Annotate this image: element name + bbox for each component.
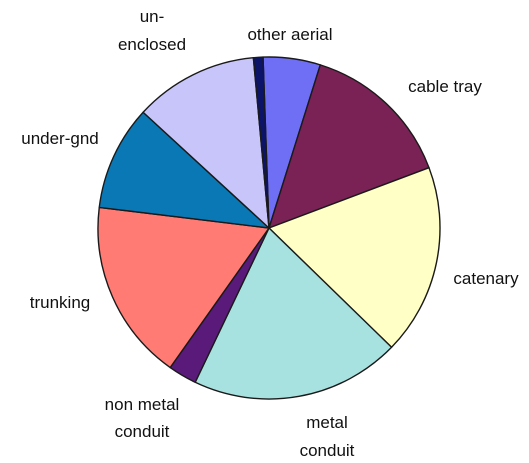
pie-slice-unlabeled (252, 56, 270, 229)
slice-label-trunking: trunking (30, 293, 90, 312)
slice-label-other-aerial: other aerial (247, 25, 332, 44)
slice-label-under-gnd: under-gnd (21, 129, 99, 148)
slice-label-cable-tray: cable tray (408, 77, 482, 96)
pie-slice-catenary (268, 167, 441, 348)
pie-slices (97, 56, 441, 400)
slice-label-metal-conduit: metal conduit (300, 413, 355, 460)
pie-slice-cable-tray (268, 64, 430, 229)
pie-slice-metal-conduit (194, 227, 393, 400)
pie-labels: other aerial cable tray catenary metal condu… (21, 7, 519, 460)
slice-label-catenary: catenary (453, 269, 519, 288)
slice-label-non-metal-conduit: non metal conduit (105, 395, 180, 441)
pie-slice-under-gnd (98, 111, 270, 229)
slice-label-un-enclosed: un-enclosed (118, 7, 186, 54)
pie-slice-un-enclosed (142, 57, 270, 229)
pie-slice-trunking (97, 206, 270, 369)
